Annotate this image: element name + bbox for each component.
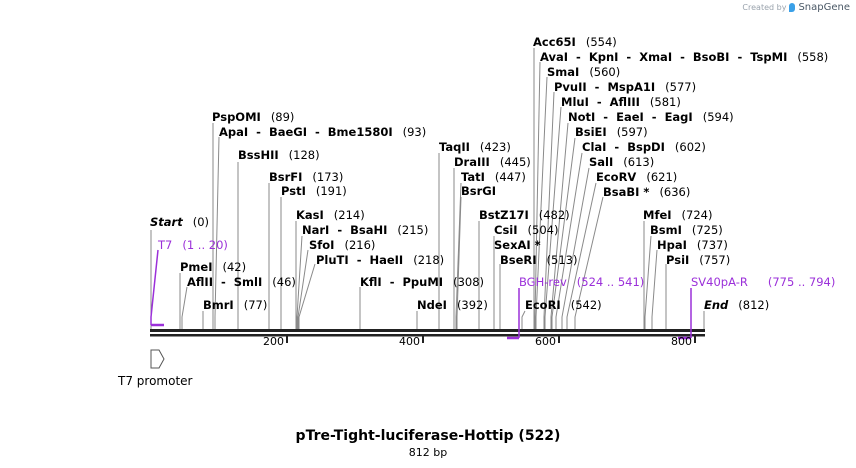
enzyme-label-psii[interactable]: PsiI (757) [666, 253, 731, 267]
enzyme-label-taqii[interactable]: TaqII (423) [439, 140, 511, 154]
enzyme-label-csii[interactable]: CsiI (504) [494, 223, 559, 237]
axis-tick-400: 400 [399, 335, 420, 348]
enzyme-label-ecori[interactable]: EcoRI (542) [525, 298, 602, 312]
enzyme-label-pmei[interactable]: PmeI (42) [180, 260, 247, 274]
enzyme-label-avai[interactable]: AvaI - KpnI - XmaI - BsoBI - TspMI (558) [540, 50, 829, 64]
enzyme-label-afliii[interactable]: AflII - SmlI (46) [187, 275, 296, 289]
backbone-bottom-strand [150, 334, 705, 337]
enzyme-label-acc65i[interactable]: Acc65I (554) [533, 35, 617, 49]
enzyme-label-pspomi[interactable]: PspOMI (89) [212, 110, 295, 124]
axis-tick-200: 200 [263, 335, 284, 348]
sequence-length: 812 bp [408, 446, 448, 459]
enzyme-label-kasi[interactable]: KasI (214) [296, 208, 365, 222]
enzyme-label-apai[interactable]: ApaI - BaeGI - Bme1580I (93) [219, 125, 427, 139]
enzyme-label-smai[interactable]: SmaI (560) [547, 65, 621, 79]
enzyme-label-bsabi[interactable]: BsaBI * (636) [603, 185, 691, 199]
end-label: End (812) [704, 298, 770, 312]
enzyme-label-pvuii[interactable]: PvuII - MspA1I (577) [554, 80, 697, 94]
enzyme-label-bsrfi[interactable]: BsrFI (173) [269, 170, 344, 184]
feature-label-bgh-rev[interactable]: BGH-rev (524 .. 541) [519, 275, 645, 289]
snapgene-credit: Created by SnapGene [742, 2, 850, 13]
map-title: pTre-Tight-luciferase-Hottip (522) [295, 428, 561, 444]
axis-ticks [286, 336, 696, 343]
enzyme-label-psti[interactable]: PstI (191) [281, 184, 347, 198]
feature-label-t7[interactable]: T7 (1 .. 20) [158, 238, 228, 252]
enzyme-label-bsiei[interactable]: BsiEI (597) [575, 125, 648, 139]
enzyme-label-sfoi[interactable]: SfoI (216) [309, 238, 376, 252]
enzyme-label-bsshii[interactable]: BssHII (128) [238, 148, 320, 162]
axis-tick-800: 800 [671, 335, 692, 348]
enzyme-label-bmri[interactable]: BmrI (77) [203, 298, 268, 312]
backbone-top-strand [150, 329, 705, 332]
feature-lines [150, 249, 692, 340]
t7-promoter-label[interactable]: T7 promoter [118, 374, 193, 388]
enzyme-label-hpai[interactable]: HpaI (737) [657, 238, 728, 252]
enzyme-label-nari[interactable]: NarI - BsaHI (215) [302, 223, 429, 237]
axis-tick-600: 600 [535, 335, 556, 348]
enzyme-label-mfei[interactable]: MfeI (724) [643, 208, 713, 222]
enzyme-label-draiii[interactable]: DraIII (445) [454, 155, 531, 169]
enzyme-label-bstz17i[interactable]: BstZ17I (482) [479, 208, 570, 222]
enzyme-label-bsmi[interactable]: BsmI (725) [650, 223, 723, 237]
enzyme-label-bseri[interactable]: BseRI (513) [500, 253, 578, 267]
enzyme-label-pluti[interactable]: PluTI - HaeII (218) [316, 253, 445, 267]
enzyme-label-sexai[interactable]: SexAI * [494, 238, 541, 252]
enzyme-label-bsrgi[interactable]: BsrGI [461, 184, 496, 198]
arrow-right-outline-icon [150, 349, 165, 369]
enzyme-label-mlui[interactable]: MluI - AflIII (581) [561, 95, 681, 109]
enzyme-label-ecorv[interactable]: EcoRV (621) [596, 170, 678, 184]
enzyme-label-noti[interactable]: NotI - EaeI - EagI (594) [568, 110, 734, 124]
enzyme-label-kfli[interactable]: KflI - PpuMI (308) [360, 275, 485, 289]
enzyme-label-sali[interactable]: SalI (613) [589, 155, 655, 169]
enzyme-label-clai[interactable]: ClaI - BspDI (602) [582, 140, 706, 154]
enzyme-label-ndei[interactable]: NdeI (392) [417, 298, 488, 312]
enzyme-label-tati[interactable]: TatI (447) [461, 170, 526, 184]
snapgene-logo-icon [789, 3, 796, 12]
cut-site-lines [150, 48, 705, 329]
feature-label-sv40pa-r[interactable]: SV40pA-R (775 .. 794) [691, 275, 836, 289]
start-label: Start (0) [150, 215, 210, 229]
